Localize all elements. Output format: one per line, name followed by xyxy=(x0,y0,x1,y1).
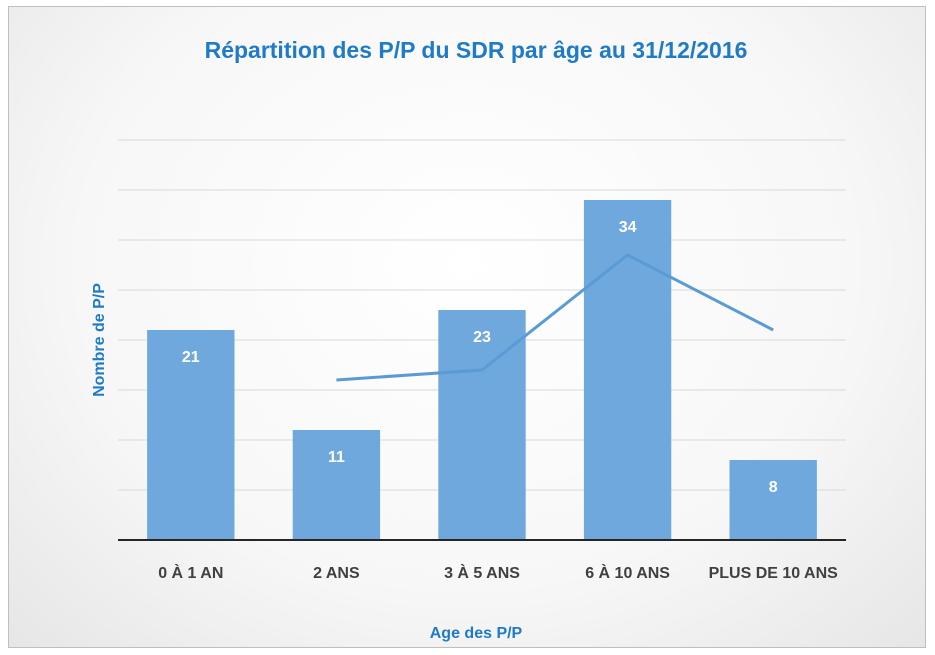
chart-title: Répartition des P/P du SDR par âge au 31… xyxy=(205,37,748,63)
data-label: 11 xyxy=(328,449,345,466)
data-label: 8 xyxy=(769,479,778,496)
bar xyxy=(729,460,817,540)
bar xyxy=(147,330,235,540)
y-axis-title: Nombre de P/P xyxy=(91,283,108,397)
x-tick-label: PLUS DE 10 ANS xyxy=(708,565,838,582)
data-label: 23 xyxy=(473,329,491,346)
x-tick-label: 0 À 1 AN xyxy=(158,565,224,582)
x-tick-label: 3 À 5 ANS xyxy=(444,565,520,582)
x-tick-label: 6 À 10 ANS xyxy=(585,565,670,582)
bar xyxy=(583,200,672,540)
x-tick-label: 2 ANS xyxy=(313,565,360,582)
data-label: 21 xyxy=(182,349,200,366)
data-label: 34 xyxy=(619,219,637,236)
trend-line xyxy=(336,253,774,382)
x-axis-title: Age des P/P xyxy=(430,625,523,642)
bar xyxy=(292,430,381,540)
